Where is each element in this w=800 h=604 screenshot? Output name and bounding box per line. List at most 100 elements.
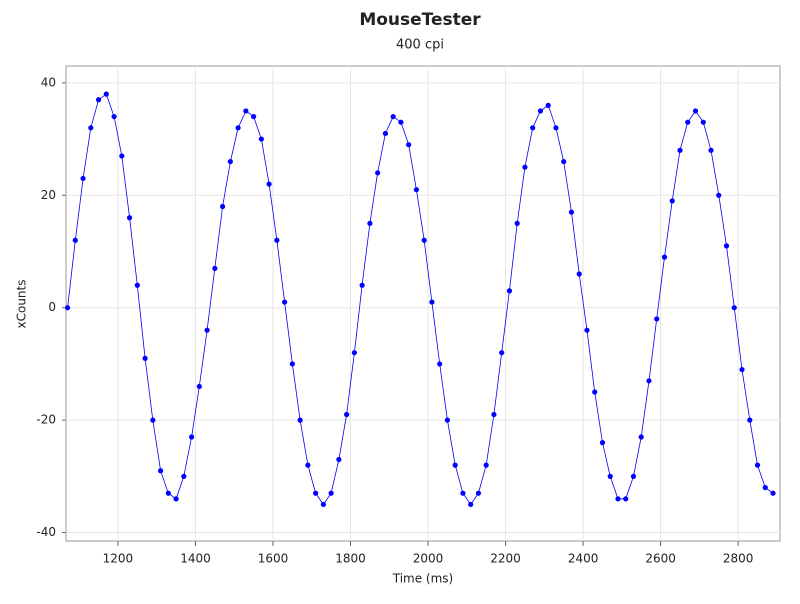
data-point (181, 473, 187, 479)
y-tick-label: 20 (41, 188, 56, 202)
x-tick-label: 2600 (645, 552, 676, 566)
data-point (289, 361, 295, 367)
data-point (359, 282, 365, 288)
data-point (491, 411, 497, 418)
data-point (630, 473, 637, 479)
data-point (770, 490, 776, 496)
data-point (429, 299, 435, 305)
data-point (313, 490, 319, 496)
data-point (545, 102, 551, 108)
data-point (64, 305, 71, 311)
data-point (623, 496, 629, 502)
x-tick-label: 1600 (258, 552, 289, 566)
data-point (219, 203, 226, 210)
data-point (468, 501, 474, 508)
data-point (561, 158, 567, 165)
data-point (390, 113, 396, 120)
data-point (150, 417, 156, 423)
data-point (654, 316, 660, 322)
data-point (251, 113, 257, 120)
data-point (297, 417, 303, 423)
data-point (708, 147, 714, 153)
data-point (576, 271, 582, 277)
data-point (685, 119, 691, 125)
data-point (452, 462, 458, 468)
data-point (444, 417, 451, 423)
data-point (483, 462, 489, 468)
data-point (677, 147, 683, 153)
data-point (266, 181, 272, 187)
data-point (305, 462, 311, 468)
x-tick-label: 2800 (723, 552, 754, 566)
data-point (522, 164, 528, 170)
data-point (204, 327, 210, 333)
data-point (274, 237, 280, 243)
data-point (111, 113, 117, 120)
x-tick-label: 1200 (103, 552, 134, 566)
data-point (344, 411, 350, 418)
data-point (367, 220, 373, 226)
data-point (607, 473, 613, 479)
data-point (142, 355, 148, 361)
data-point (638, 434, 644, 440)
data-point (615, 496, 621, 502)
data-point (375, 170, 381, 176)
data-point (646, 378, 652, 384)
x-tick-label: 2000 (413, 552, 444, 566)
data-point (157, 468, 164, 474)
data-point (88, 125, 94, 131)
data-point (188, 434, 195, 440)
data-point (336, 456, 342, 463)
data-point (739, 366, 745, 373)
y-axis-label: xCounts (15, 280, 29, 329)
data-point (669, 198, 675, 204)
data-point (258, 136, 264, 142)
data-line (67, 93, 774, 506)
data-point (700, 119, 706, 125)
data-point (506, 288, 513, 294)
data-point (165, 490, 171, 496)
data-point (437, 361, 443, 367)
data-point (723, 243, 730, 249)
data-point (382, 130, 389, 137)
data-point (282, 299, 288, 305)
chart-title: MouseTester (359, 10, 481, 30)
data-point (134, 282, 140, 288)
x-tick-label: 1800 (335, 552, 366, 566)
chart-subtitle: 400 cpi (396, 38, 444, 53)
x-tick-label: 2200 (490, 552, 521, 566)
data-point (499, 350, 505, 356)
data-point (475, 490, 482, 496)
data-point (568, 209, 575, 215)
data-point (754, 462, 761, 468)
data-point (80, 175, 86, 182)
data-point (413, 187, 420, 193)
data-point (421, 237, 427, 243)
data-point (351, 350, 357, 356)
data-point (537, 108, 544, 114)
data-point (584, 327, 590, 333)
y-tick-label: 0 (48, 300, 56, 314)
plot-frame (65, 65, 781, 542)
data-point (243, 108, 249, 114)
data-point (235, 125, 241, 131)
data-point (103, 91, 109, 97)
data-point (553, 125, 559, 131)
x-tick-label: 2400 (568, 552, 599, 566)
data-point (227, 158, 233, 165)
data-point (460, 490, 466, 496)
data-point (661, 254, 668, 260)
x-axis-label: Time (ms) (392, 572, 454, 586)
data-point (320, 501, 326, 508)
data-point (599, 440, 606, 446)
y-tick-label: 40 (41, 75, 56, 89)
data-point (530, 125, 536, 131)
data-point (398, 119, 404, 125)
data-point (592, 389, 598, 395)
data-point (406, 142, 412, 148)
x-tick-label: 1400 (180, 552, 211, 566)
data-point (196, 383, 202, 390)
data-point (119, 153, 125, 159)
y-tick-label: -20 (36, 413, 56, 427)
